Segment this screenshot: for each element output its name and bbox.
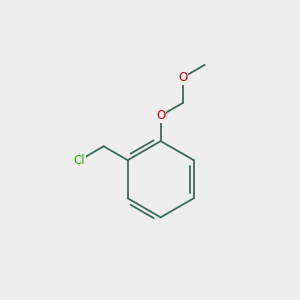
Text: Cl: Cl <box>74 154 85 167</box>
Text: O: O <box>156 109 165 122</box>
Text: O: O <box>178 71 187 84</box>
